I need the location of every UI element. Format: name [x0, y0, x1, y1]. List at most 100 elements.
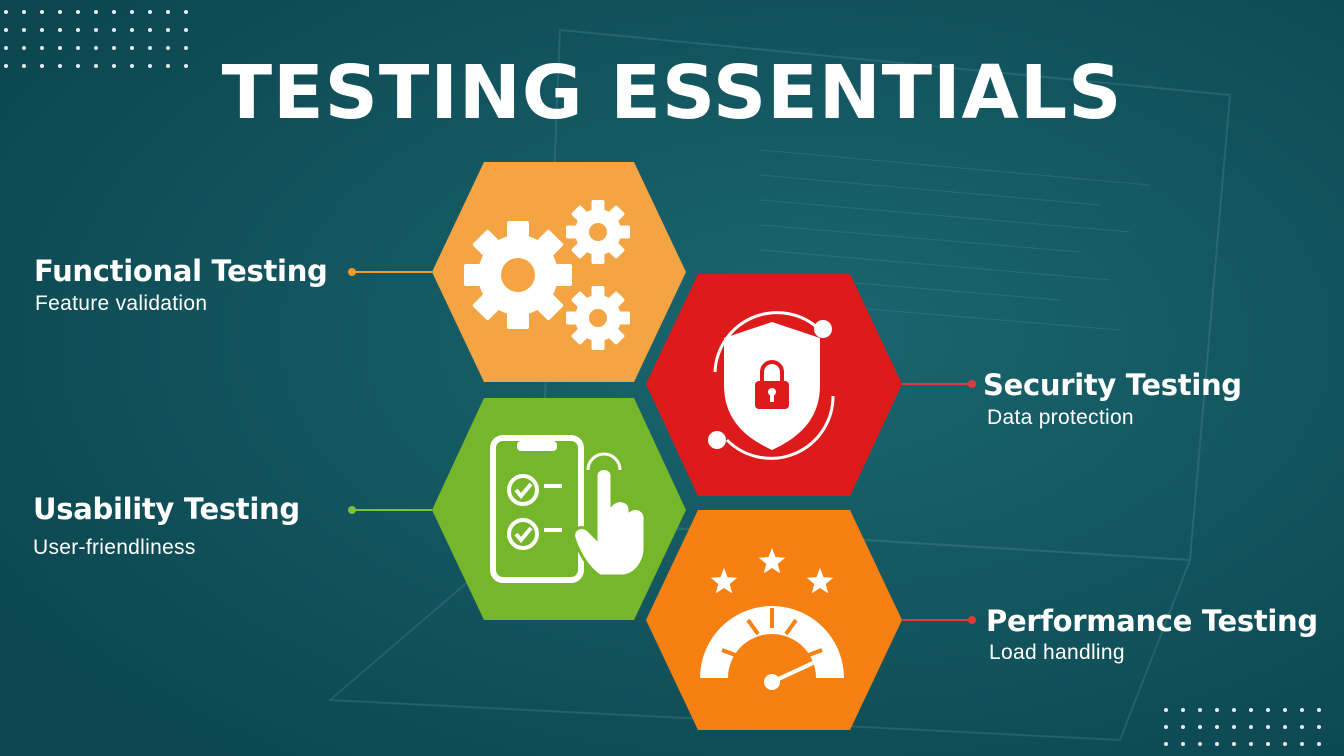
decorative-dot — [94, 64, 98, 68]
decorative-dot — [76, 28, 80, 32]
decorative-dot — [1249, 708, 1253, 712]
decorative-dot — [1164, 742, 1168, 746]
decorative-dot — [166, 28, 170, 32]
decorative-dot — [40, 10, 44, 14]
decorative-dot — [1317, 708, 1321, 712]
decorative-dot — [1283, 708, 1287, 712]
decorative-dot — [130, 10, 134, 14]
decorative-dot — [1181, 742, 1185, 746]
label-title-usability: Usability Testing — [33, 492, 300, 526]
decorative-dot — [1198, 708, 1202, 712]
decorative-dot — [148, 10, 152, 14]
decorative-dot — [112, 64, 116, 68]
decorative-dot — [1249, 742, 1253, 746]
hexagon-security — [646, 274, 902, 496]
decorative-dot — [1198, 725, 1202, 729]
decorative-dot — [1215, 725, 1219, 729]
decorative-dot — [1215, 742, 1219, 746]
hexagon-functional — [432, 162, 686, 382]
decorative-dot — [4, 46, 8, 50]
decorative-dot — [4, 64, 8, 68]
decorative-dot — [1300, 742, 1304, 746]
decorative-dot — [1215, 708, 1219, 712]
dot-grid-top-left — [4, 10, 188, 68]
decorative-dot — [1317, 725, 1321, 729]
decorative-dot — [1283, 742, 1287, 746]
decorative-dot — [1198, 742, 1202, 746]
decorative-dot — [22, 10, 26, 14]
decorative-dot — [1266, 725, 1270, 729]
decorative-dot — [22, 64, 26, 68]
decorative-dot — [1266, 742, 1270, 746]
decorative-dot — [4, 10, 8, 14]
decorative-dot — [184, 64, 188, 68]
decorative-dot — [112, 28, 116, 32]
decorative-dot — [166, 10, 170, 14]
decorative-dot — [112, 46, 116, 50]
connector-usability — [348, 506, 432, 514]
decorative-dot — [1249, 725, 1253, 729]
decorative-dot — [1300, 725, 1304, 729]
label-subtitle-usability: User-friendliness — [33, 536, 196, 559]
decorative-dot — [40, 46, 44, 50]
decorative-dot — [22, 28, 26, 32]
decorative-dot — [94, 10, 98, 14]
decorative-dot — [1232, 742, 1236, 746]
decorative-dot — [1232, 725, 1236, 729]
shield-lock-icon — [708, 311, 835, 460]
decorative-dot — [1266, 708, 1270, 712]
decorative-dot — [130, 64, 134, 68]
hexagon-usability — [432, 398, 686, 620]
decorative-dot — [94, 46, 98, 50]
label-subtitle-functional: Feature validation — [35, 292, 208, 315]
star-icon — [710, 568, 738, 594]
decorative-dot — [184, 10, 188, 14]
decorative-dot — [1181, 708, 1185, 712]
decorative-dot — [148, 28, 152, 32]
decorative-dot — [94, 28, 98, 32]
decorative-dot — [4, 28, 8, 32]
decorative-dot — [1283, 725, 1287, 729]
label-title-security: Security Testing — [983, 368, 1242, 402]
decorative-dot — [184, 46, 188, 50]
decorative-dot — [76, 64, 80, 68]
label-title-functional: Functional Testing — [34, 254, 328, 288]
decorative-dot — [1317, 742, 1321, 746]
decorative-dot — [58, 10, 62, 14]
decorative-dot — [76, 10, 80, 14]
decorative-dot — [184, 28, 188, 32]
star-icon — [806, 568, 834, 594]
label-subtitle-performance: Load handling — [989, 641, 1125, 664]
label-title-performance: Performance Testing — [986, 604, 1318, 638]
decorative-dot — [1181, 725, 1185, 729]
decorative-dot — [22, 46, 26, 50]
page-title: TESTING ESSENTIALS — [221, 50, 1123, 136]
decorative-dot — [1300, 708, 1304, 712]
star-icon — [758, 548, 786, 574]
decorative-dot — [40, 28, 44, 32]
gears-icon — [464, 200, 630, 350]
decorative-dot — [1164, 725, 1168, 729]
decorative-dot — [1164, 708, 1168, 712]
decorative-dot — [148, 46, 152, 50]
decorative-dot — [130, 46, 134, 50]
dot-grid-bottom-right — [1164, 708, 1321, 746]
label-subtitle-security: Data protection — [987, 406, 1134, 429]
speedometer-stars-icon — [700, 548, 844, 690]
decorative-dot — [166, 64, 170, 68]
decorative-dot — [166, 46, 170, 50]
decorative-dot — [148, 64, 152, 68]
decorative-dot — [40, 64, 44, 68]
hexagon-performance — [646, 510, 902, 730]
decorative-dot — [58, 28, 62, 32]
connector-performance — [902, 616, 976, 624]
decorative-dot — [58, 46, 62, 50]
decorative-dot — [76, 46, 80, 50]
phone-checklist-icon — [490, 435, 647, 583]
connector-security — [902, 380, 976, 388]
decorative-dot — [130, 28, 134, 32]
decorative-dot — [58, 64, 62, 68]
connector-functional — [348, 268, 432, 276]
